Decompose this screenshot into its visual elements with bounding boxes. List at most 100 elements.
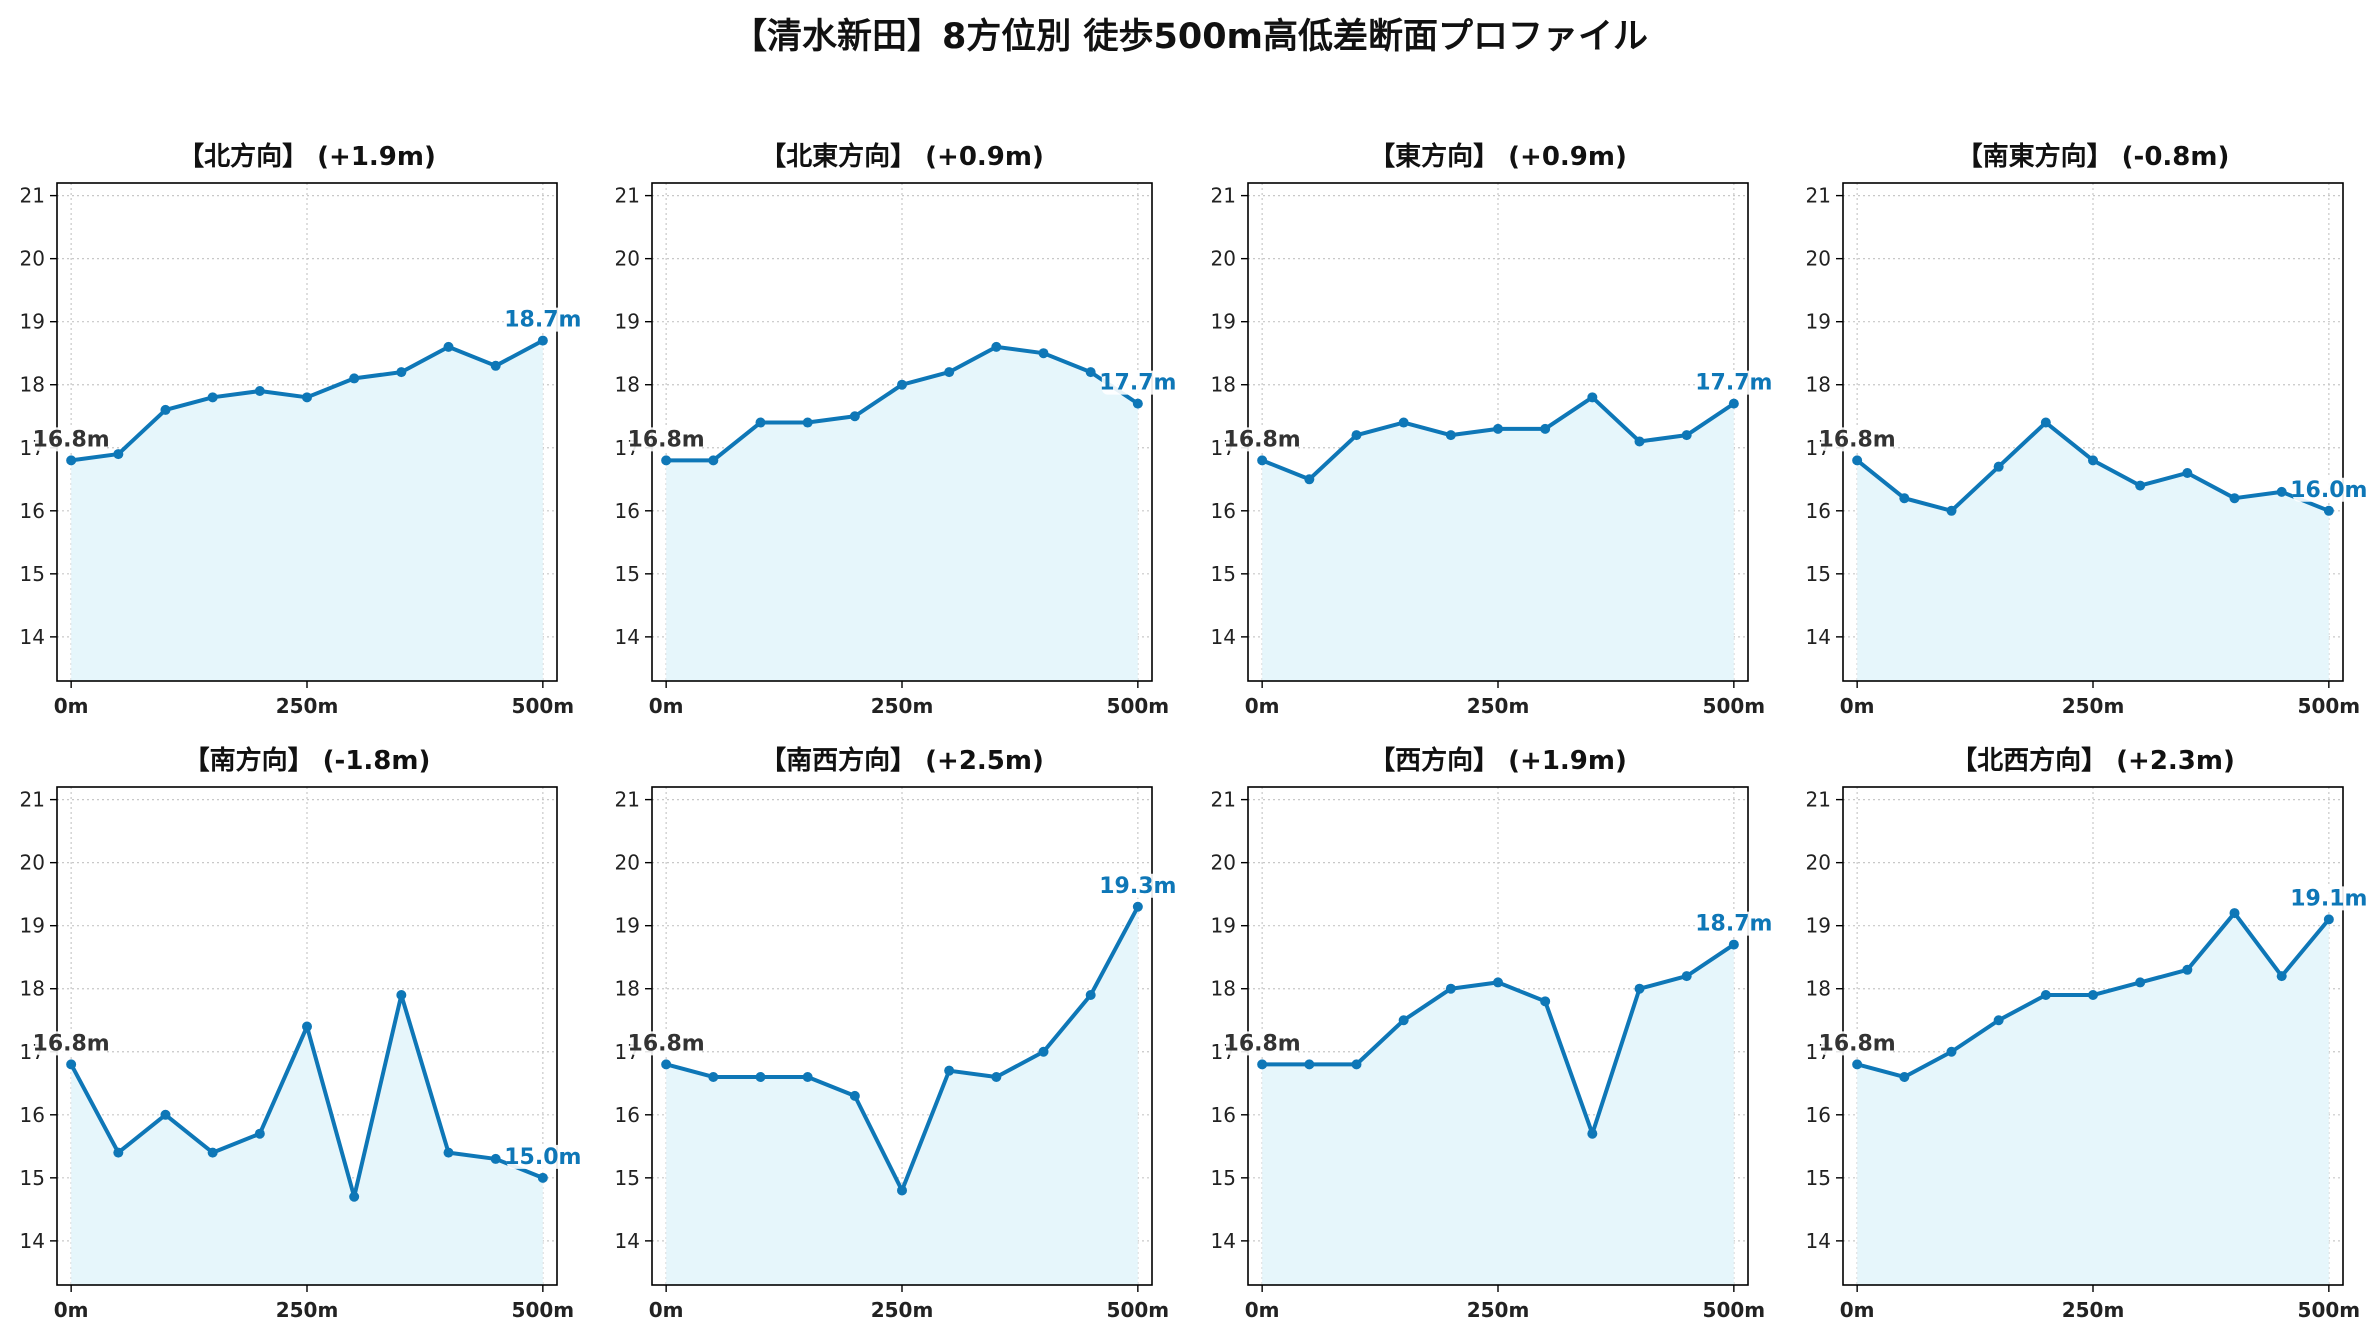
y-tick-label: 15 — [1806, 562, 1831, 586]
data-point — [2135, 480, 2146, 491]
data-point — [1398, 1015, 1409, 1026]
end-label: 17.7m — [1695, 371, 1772, 396]
x-tick-label: 0m — [1245, 1298, 1280, 1322]
end-label: 17.7m — [1099, 371, 1176, 396]
y-tick-label: 18 — [1806, 373, 1831, 397]
x-tick-label: 500m — [512, 694, 575, 718]
end-label: 16.0m — [2290, 478, 2367, 503]
x-tick-label: 500m — [1107, 694, 1170, 718]
data-point — [2323, 505, 2334, 516]
data-point — [849, 1090, 860, 1101]
data-point — [1540, 423, 1551, 434]
end-label-box — [1697, 911, 1770, 936]
subplot-title: 【南東方向】 (-0.8m) — [1957, 141, 2230, 172]
data-point — [1304, 474, 1315, 485]
y-tick-label: 16 — [615, 499, 640, 523]
data-point — [113, 1147, 124, 1158]
start-label-box — [630, 1031, 703, 1056]
data-point — [1634, 436, 1645, 447]
start-label-box — [35, 1031, 108, 1056]
data-point — [66, 1059, 77, 1070]
data-point — [2040, 990, 2051, 1001]
end-label-box — [1101, 370, 1174, 395]
start-label: 16.8m — [33, 1031, 110, 1056]
start-label: 16.8m — [1819, 1031, 1896, 1056]
y-tick-label: 19 — [20, 914, 45, 938]
y-tick-label: 14 — [20, 1229, 45, 1253]
start-label-box — [1226, 1031, 1299, 1056]
data-point — [1445, 430, 1456, 441]
data-point — [1587, 392, 1598, 403]
subplot-title: 【北東方向】 (+0.9m) — [760, 141, 1044, 172]
y-tick-label: 19 — [615, 914, 640, 938]
x-tick-label: 0m — [54, 694, 89, 718]
data-point — [661, 455, 672, 466]
x-tick-label: 250m — [276, 1298, 339, 1322]
data-point — [207, 1147, 218, 1158]
end-label-box — [1101, 873, 1174, 898]
x-tick-label: 0m — [1840, 694, 1875, 718]
end-label: 19.3m — [1099, 874, 1176, 899]
data-point — [1257, 455, 1268, 466]
start-label: 16.8m — [628, 427, 705, 452]
data-point — [1728, 398, 1739, 409]
data-point — [1493, 977, 1503, 988]
data-point — [66, 455, 77, 466]
data-point — [537, 1172, 548, 1183]
data-point — [944, 1065, 955, 1076]
y-tick-label: 14 — [1806, 1229, 1831, 1253]
start-label-box — [1226, 427, 1299, 452]
data-point — [2229, 908, 2240, 919]
y-tick-label: 18 — [1806, 977, 1831, 1001]
data-point — [2088, 990, 2098, 1001]
y-tick-label: 16 — [20, 499, 45, 523]
y-tick-label: 21 — [615, 788, 640, 812]
data-point — [443, 1147, 454, 1158]
y-tick-label: 21 — [615, 184, 640, 208]
data-point — [537, 335, 548, 346]
y-tick-label: 19 — [1211, 310, 1236, 334]
end-label-box — [2292, 886, 2365, 911]
start-label: 16.8m — [1819, 427, 1896, 452]
data-point — [755, 417, 766, 428]
data-point — [113, 449, 124, 460]
end-label-box — [506, 307, 579, 332]
area-fill — [71, 340, 543, 681]
data-point — [1351, 430, 1362, 441]
data-point — [302, 1021, 312, 1032]
y-tick-label: 18 — [1211, 977, 1236, 1001]
data-point — [302, 392, 312, 403]
y-tick-label: 14 — [615, 625, 640, 649]
data-point — [944, 367, 955, 378]
data-point — [1445, 983, 1456, 994]
data-point — [755, 1071, 766, 1082]
y-tick-label: 21 — [1806, 788, 1831, 812]
x-tick-label: 500m — [1703, 1298, 1766, 1322]
subplot-title: 【西方向】 (+1.9m) — [1369, 745, 1627, 776]
data-point — [708, 1071, 719, 1082]
data-point — [1038, 348, 1049, 359]
y-tick-label: 15 — [20, 1166, 45, 1190]
y-tick-label: 21 — [1211, 184, 1236, 208]
data-point — [2229, 493, 2240, 504]
x-tick-label: 250m — [1467, 694, 1530, 718]
data-point — [2182, 964, 2193, 975]
y-tick-label: 19 — [1806, 310, 1831, 334]
data-point — [1899, 1071, 1910, 1082]
area-fill — [71, 995, 543, 1285]
data-point — [2182, 467, 2193, 478]
y-tick-label: 20 — [1211, 851, 1236, 875]
area-fill — [1262, 397, 1734, 681]
x-tick-label: 250m — [871, 1298, 934, 1322]
data-point — [1132, 398, 1143, 409]
x-tick-label: 500m — [2298, 1298, 2361, 1322]
y-tick-label: 20 — [1806, 247, 1831, 271]
y-tick-label: 20 — [20, 247, 45, 271]
data-point — [1946, 505, 1957, 516]
